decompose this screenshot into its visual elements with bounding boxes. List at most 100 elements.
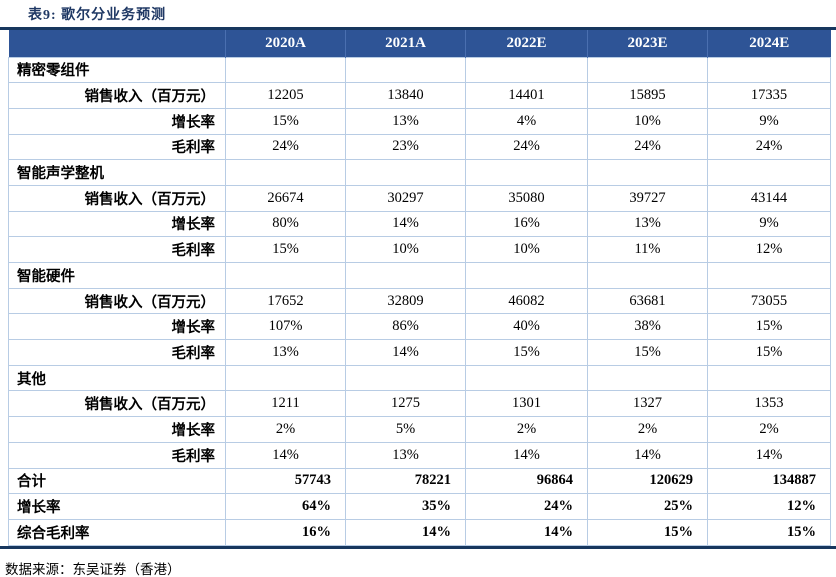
cell-value <box>587 262 708 289</box>
table-row: 销售收入（百万元） 1211 1275 1301 1327 1353 <box>8 390 831 418</box>
cell-value <box>345 364 466 392</box>
row-label: 毛利率 <box>8 236 226 263</box>
cell-value <box>707 56 831 84</box>
cell-value: 15% <box>225 236 346 263</box>
cell-value <box>707 262 831 289</box>
cell-value: 63681 <box>587 287 708 315</box>
cell-value <box>465 262 588 289</box>
cell-value: 4% <box>465 107 588 135</box>
cell-value: 24% <box>587 133 708 161</box>
cell-value: 14% <box>345 339 466 366</box>
cell-value <box>465 159 588 186</box>
table-row: 增长率 107% 86% 40% 38% 15% <box>8 313 831 341</box>
cell-value: 13% <box>345 107 466 135</box>
cell-value <box>345 56 466 84</box>
cell-value: 10% <box>465 236 588 263</box>
cell-value: 9% <box>707 107 831 135</box>
cell-value: 13% <box>345 441 466 469</box>
header-row: 2020A 2021A 2022E 2023E 2024E <box>8 30 831 57</box>
row-label: 销售收入（百万元） <box>8 184 226 212</box>
business-forecast-table: 2020A 2021A 2022E 2023E 2024E 精密零组件 销售收入（… <box>8 30 831 546</box>
row-label: 毛利率 <box>8 133 226 161</box>
table-row: 增长率 15% 13% 4% 10% 9% <box>8 107 831 135</box>
cell-value <box>345 262 466 289</box>
row-label: 增长率 <box>8 493 226 520</box>
bottom-rule-divider <box>0 545 836 549</box>
cell-value: 15% <box>587 518 708 546</box>
cell-value: 57743 <box>225 467 346 495</box>
cell-value: 15% <box>587 339 708 366</box>
table-row: 增长率 64% 35% 24% 25% 12% <box>8 493 831 520</box>
cell-value: 15% <box>225 107 346 135</box>
cell-value: 14% <box>345 210 466 238</box>
cell-value <box>707 159 831 186</box>
top-rule-divider <box>0 27 836 30</box>
cell-value <box>225 262 346 289</box>
cell-value <box>587 159 708 186</box>
row-label: 增长率 <box>8 210 226 238</box>
data-source-note: 数据来源：东吴证券（香港） <box>5 561 181 577</box>
cell-value: 32809 <box>345 287 466 315</box>
row-label: 综合毛利率 <box>8 518 226 546</box>
row-label: 销售收入（百万元） <box>8 390 226 418</box>
cell-value: 96864 <box>465 467 588 495</box>
table-row: 智能硬件 <box>8 262 831 289</box>
row-label: 增长率 <box>8 107 226 135</box>
cell-value: 10% <box>587 107 708 135</box>
cell-value <box>225 56 346 84</box>
cell-value: 46082 <box>465 287 588 315</box>
cell-value: 24% <box>465 133 588 161</box>
header-cell-year: 2022E <box>465 30 588 57</box>
cell-value: 15% <box>707 339 831 366</box>
table-title-bar: 表9: 歌尔分业务预测 <box>0 0 836 27</box>
table-row: 毛利率 14% 13% 14% 14% 14% <box>8 441 831 469</box>
table-row: 销售收入（百万元） 17652 32809 46082 63681 73055 <box>8 287 831 315</box>
cell-value: 13840 <box>345 82 466 109</box>
cell-value: 15% <box>707 518 831 546</box>
cell-value: 86% <box>345 313 466 341</box>
cell-value: 80% <box>225 210 346 238</box>
cell-value: 40% <box>465 313 588 341</box>
row-label: 毛利率 <box>8 441 226 469</box>
table-row: 增长率 80% 14% 16% 13% 9% <box>8 210 831 238</box>
cell-value <box>587 56 708 84</box>
cell-value: 13% <box>225 339 346 366</box>
table-row: 智能声学整机 <box>8 159 831 186</box>
forecast-table-container: 2020A 2021A 2022E 2023E 2024E 精密零组件 销售收入（… <box>8 30 831 546</box>
cell-value: 17652 <box>225 287 346 315</box>
cell-value: 30297 <box>345 184 466 212</box>
cell-value <box>225 364 346 392</box>
cell-value: 35% <box>345 493 466 520</box>
table-body: 精密零组件 销售收入（百万元） 12205 13840 14401 15895 17335 增… <box>8 56 831 546</box>
row-label: 合计 <box>8 467 226 495</box>
table-row: 精密零组件 <box>8 56 831 84</box>
cell-value: 25% <box>587 493 708 520</box>
cell-value: 12% <box>707 236 831 263</box>
table-row: 销售收入（百万元） 12205 13840 14401 15895 17335 <box>8 82 831 109</box>
cell-value: 14% <box>587 441 708 469</box>
table-row: 其他 <box>8 364 831 392</box>
row-label: 其他 <box>8 364 226 392</box>
cell-value: 12205 <box>225 82 346 109</box>
header-cell-year: 2020A <box>225 30 346 57</box>
row-label: 增长率 <box>8 416 226 443</box>
cell-value: 2% <box>707 416 831 443</box>
cell-value: 14% <box>707 441 831 469</box>
cell-value: 5% <box>345 416 466 443</box>
cell-value: 17335 <box>707 82 831 109</box>
cell-value: 14% <box>345 518 466 546</box>
row-label: 销售收入（百万元） <box>8 82 226 109</box>
cell-value: 14% <box>465 441 588 469</box>
cell-value: 16% <box>465 210 588 238</box>
header-cell-year: 2023E <box>587 30 708 57</box>
table-row: 销售收入（百万元） 26674 30297 35080 39727 43144 <box>8 184 831 212</box>
table-row: 毛利率 15% 10% 10% 11% 12% <box>8 236 831 263</box>
cell-value: 43144 <box>707 184 831 212</box>
row-label: 增长率 <box>8 313 226 341</box>
row-label: 智能声学整机 <box>8 159 226 186</box>
cell-value: 14% <box>225 441 346 469</box>
cell-value: 26674 <box>225 184 346 212</box>
cell-value: 1327 <box>587 390 708 418</box>
cell-value: 134887 <box>707 467 831 495</box>
cell-value: 107% <box>225 313 346 341</box>
